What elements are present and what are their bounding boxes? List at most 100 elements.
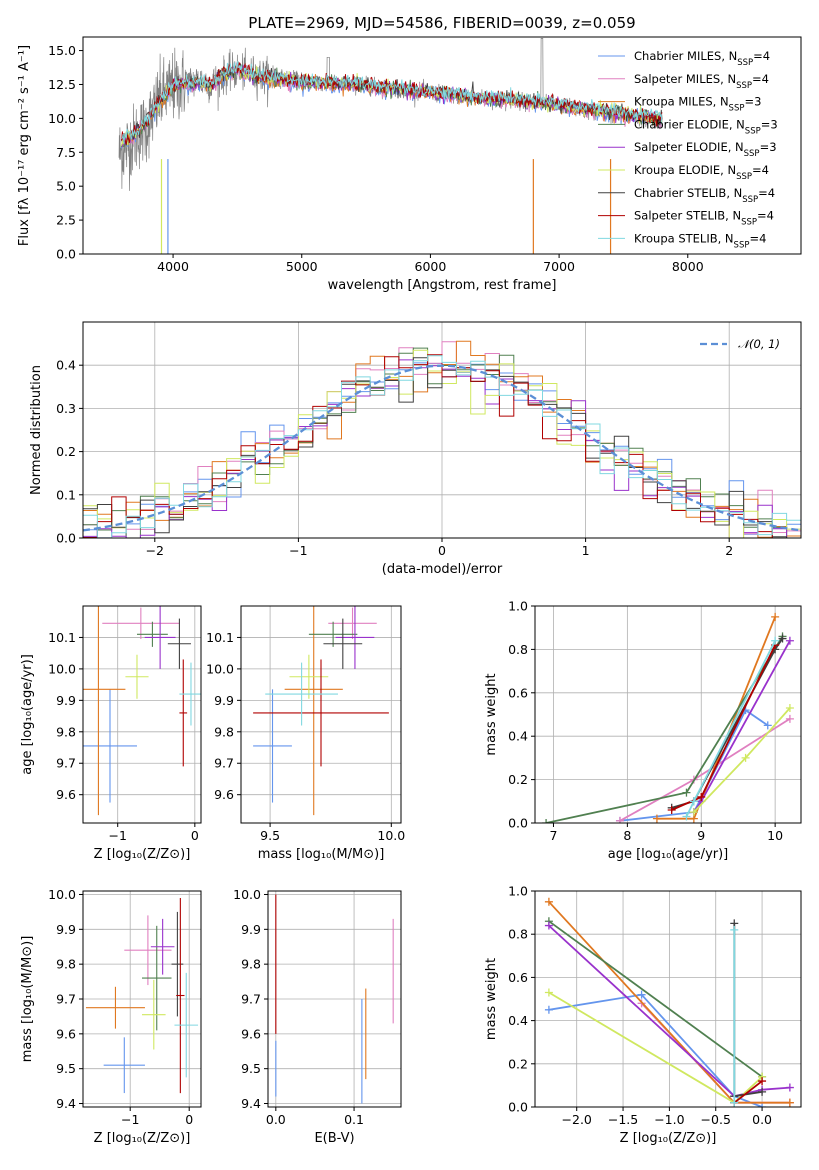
axes-frame xyxy=(82,605,202,824)
x-tick-label: 10.0 xyxy=(377,828,405,843)
series-marker xyxy=(544,1005,553,1014)
x-tick-label: 10 xyxy=(767,828,783,843)
errorbar-point xyxy=(179,662,201,726)
errorbar-point xyxy=(253,659,389,767)
series-line xyxy=(548,920,763,1078)
y-tick-label: 0.6 xyxy=(508,970,528,985)
y-tick-label: 0.2 xyxy=(508,772,528,787)
y-tick-label: 9.8 xyxy=(214,724,234,739)
x-axis-label: Z [log₁₀(Z/Z⊙)] xyxy=(620,1131,717,1146)
errorbar-point xyxy=(125,654,149,699)
errorbar-point xyxy=(253,689,292,803)
legend-entry: Kroupa STELIB, NSSP=4 xyxy=(634,231,766,250)
y-tick-label: 10.0 xyxy=(48,887,76,902)
axes-frame xyxy=(534,890,802,1108)
legend-entry: 𝒩(0, 1) xyxy=(738,337,780,351)
y-tick-label: 9.8 xyxy=(56,724,76,739)
series-marker xyxy=(785,714,794,723)
errorbar-point xyxy=(83,689,137,803)
errorbar-point xyxy=(167,618,191,669)
panel-4: 7 8 9 10 0.0 0.2 0.4 0.6 0.8 1.0 age [log₁₀(age/yr… xyxy=(484,599,802,862)
errorbar-point xyxy=(171,911,184,1017)
errorbar-point xyxy=(124,915,172,986)
y-tick-label: 0.2 xyxy=(508,1056,528,1071)
legend-entry: Chabrier MILES, NSSP=4 xyxy=(634,49,770,68)
series-marker xyxy=(785,1098,794,1107)
legend-entry: Salpeter ELODIE, NSSP=3 xyxy=(634,140,777,159)
y-tick-label: 15.0 xyxy=(48,43,76,58)
y-tick-label: 9.9 xyxy=(214,693,234,708)
mass-weight-series xyxy=(689,703,794,817)
series-marker xyxy=(771,636,780,645)
y-tick-label: 5.0 xyxy=(56,179,76,194)
x-tick-label: 7 xyxy=(549,828,557,843)
panel-5: −1 0 9.4 9.5 9.6 9.7 9.8 9.9 10.0 Z [log₁₀(Z/Z⊙)]… xyxy=(20,887,202,1146)
x-tick-label: 0.0 xyxy=(752,1112,772,1127)
x-tick-label: 8 xyxy=(623,828,631,843)
figure-title: PLATE=2969, MJD=54586, FIBERID=0039, z=0… xyxy=(248,14,635,32)
y-axis-label: age [log₁₀(age/yr)] xyxy=(20,654,35,775)
y-tick-label: 12.5 xyxy=(48,77,76,92)
x-tick-label: 0 xyxy=(185,1112,193,1127)
y-tick-label: 10.0 xyxy=(206,661,234,676)
model-spectrum-line xyxy=(121,61,663,144)
series-marker xyxy=(682,812,691,821)
series-line xyxy=(733,1080,763,1104)
series-marker xyxy=(758,1077,767,1086)
y-tick-label: 9.8 xyxy=(56,957,76,972)
series-marker xyxy=(544,921,553,930)
errorbar-point xyxy=(136,621,168,647)
panel-6: 0.0 0.1 9.4 9.5 9.6 9.7 9.8 9.9 10.0 E(B-V) xyxy=(233,887,402,1146)
y-tick-label: 10.0 xyxy=(233,887,261,902)
y-tick-label: 9.4 xyxy=(241,1096,261,1111)
residual-histogram xyxy=(83,355,801,538)
legend-entry: Salpeter MILES, NSSP=4 xyxy=(634,72,769,91)
series-marker xyxy=(637,990,646,999)
legend-entry: Chabrier ELODIE, NSSP=3 xyxy=(634,117,778,136)
mass-weight-series xyxy=(544,990,767,1107)
legend-entry: Kroupa ELODIE, NSSP=4 xyxy=(634,163,769,182)
panel-0: 4000 5000 6000 7000 8000 0.0 2.5 5.0 7.5 10.0 12.5… xyxy=(17,36,802,293)
y-tick-label: 9.9 xyxy=(241,922,261,937)
errorbar-point xyxy=(284,606,343,816)
x-tick-label: 2 xyxy=(725,543,733,558)
axes-frame xyxy=(534,605,802,824)
x-tick-label: 0 xyxy=(438,543,446,558)
mass-weight-series xyxy=(730,925,739,1107)
mass-weight-series xyxy=(652,612,780,823)
errorbar-point xyxy=(176,897,185,1094)
axes-frame xyxy=(240,605,402,824)
y-axis-label: mass [log₁₀(M/M⊙)] xyxy=(20,936,35,1063)
series-marker xyxy=(785,1083,794,1092)
y-tick-label: 0.1 xyxy=(56,487,76,502)
series-line xyxy=(685,640,776,817)
axes-frame xyxy=(82,890,202,1108)
errorbar-point xyxy=(85,986,145,1029)
plot-area xyxy=(83,606,201,816)
errorbar-point xyxy=(265,662,338,726)
series-marker xyxy=(682,788,691,797)
x-tick-label: −1 xyxy=(108,828,126,843)
mass-weight-series xyxy=(615,714,794,823)
panel-1: −2 −1 0 1 2 0.0 0.1 0.2 0.3 0.4 (data-model)/error… xyxy=(29,321,802,577)
mass-weight-series xyxy=(682,636,780,821)
errorbar-point xyxy=(179,659,188,767)
series-marker xyxy=(758,1103,767,1107)
x-tick-label: 0.0 xyxy=(266,1112,286,1127)
y-tick-label: 9.7 xyxy=(241,992,261,1007)
series-marker xyxy=(741,753,750,762)
plot-area xyxy=(275,894,394,1104)
x-tick-label: −1.0 xyxy=(654,1112,684,1127)
y-tick-label: 9.6 xyxy=(214,787,234,802)
x-tick-label: 9 xyxy=(697,828,705,843)
mass-weight-series xyxy=(730,919,767,1101)
y-tick-label: 9.6 xyxy=(241,1026,261,1041)
panel-3: 9.5 10.0 9.6 9.7 9.8 9.9 10.0 10.1 mass [log₁₀(M… xyxy=(206,605,405,862)
y-tick-label: 0.0 xyxy=(56,531,76,546)
legend-entry: Kroupa MILES, NSSP=3 xyxy=(634,95,761,114)
y-tick-label: 9.4 xyxy=(56,1096,76,1111)
y-tick-label: 9.7 xyxy=(56,992,76,1007)
series-marker xyxy=(785,636,794,645)
x-tick-label: 7000 xyxy=(543,259,575,274)
